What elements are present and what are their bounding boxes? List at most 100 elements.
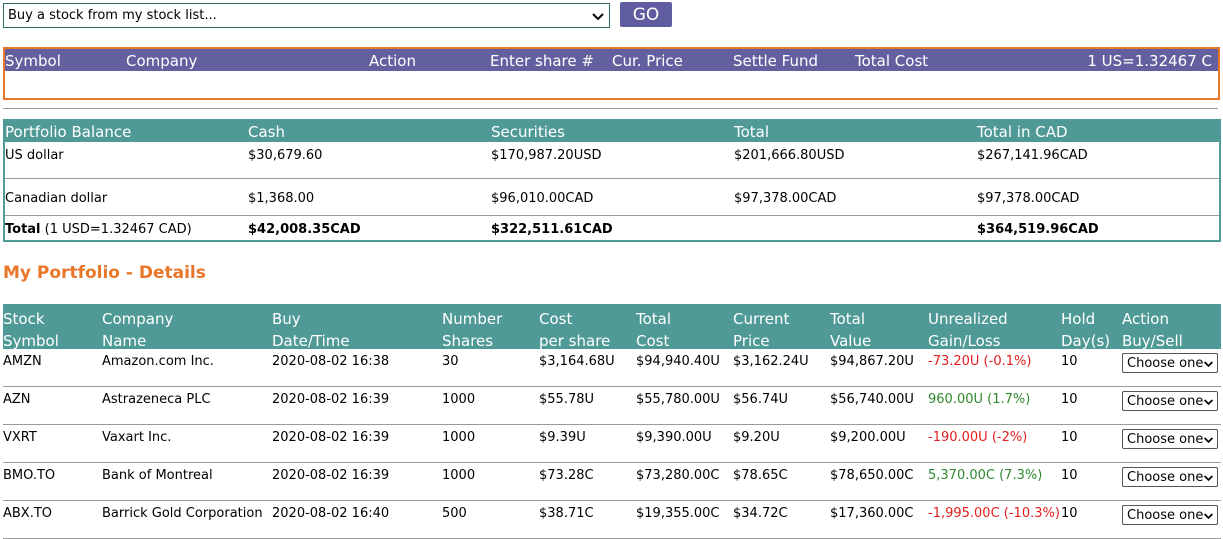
order-panel: Symbol Company Action Enter share # Cur.… — [3, 47, 1220, 100]
cell-total-cost: $9,390.00U — [636, 430, 712, 445]
cell-gain: -73.20U (-0.1%) — [928, 354, 1032, 369]
cell-total-cost: $55,780.00U — [636, 392, 720, 407]
balance-row-usd: US dollar $30,679.60 $170,987.20USD $201… — [5, 142, 1219, 179]
details-table-body: AMZN Amazon.com Inc. 2020-08-02 16:38 30 $3,… — [3, 349, 1221, 539]
action-select-value: Choose one — [1127, 507, 1204, 523]
details-header-line: Value — [830, 332, 872, 350]
details-header-line: Hold — [1061, 310, 1096, 328]
cell-symbol: BMO.TO — [3, 468, 56, 483]
table-row: BMO.TO Bank of Montreal 2020-08-02 16:39 10… — [3, 463, 1221, 501]
balance-total-cash: $42,008.35CAD — [248, 222, 361, 237]
table-row: VXRT Vaxart Inc. 2020-08-02 16:39 1000 $9.39… — [3, 425, 1221, 463]
cell-value: $78,650.00C — [830, 468, 914, 483]
details-header-line: Total — [830, 310, 866, 328]
go-button[interactable]: GO — [620, 2, 672, 27]
balance-total-label: Total (1 USD=1.32467 CAD) — [5, 222, 192, 237]
action-select[interactable]: Choose one — [1122, 353, 1218, 373]
order-header-symbol: Symbol — [5, 52, 61, 70]
cell-shares: 1000 — [442, 468, 476, 483]
details-header-action: Action Buy/Sell — [1122, 308, 1183, 352]
cell-symbol: AZN — [3, 392, 31, 407]
balance-cell: $267,141.96CAD — [977, 148, 1088, 163]
cell-symbol: VXRT — [3, 430, 37, 445]
cell-company: Barrick Gold Corporation — [102, 506, 263, 521]
action-select[interactable]: Choose one — [1122, 505, 1218, 525]
cell-price: $56.74U — [733, 392, 789, 407]
order-header-settle-fund: Settle Fund — [733, 52, 819, 70]
balance-header: Portfolio Balance Cash Securities Total … — [5, 121, 1219, 142]
chevron-down-icon — [592, 13, 604, 21]
cell-value: $9,200.00U — [830, 430, 906, 445]
cell-hold: 10 — [1061, 430, 1078, 445]
cell-shares: 1000 — [442, 392, 476, 407]
details-header-gain: Unrealized Gain/Loss — [928, 308, 1008, 352]
cell-cost: $9.39U — [539, 430, 586, 445]
action-select-value: Choose one — [1127, 431, 1204, 447]
details-header-line: Name — [102, 332, 147, 350]
cell-symbol: AMZN — [3, 354, 42, 369]
details-header-line: Price — [733, 332, 770, 350]
balance-cell: $170,987.20USD — [491, 148, 602, 163]
exchange-rate: 1 US=1.32467 C — [1087, 52, 1212, 70]
cell-gain: 960.00U (1.7%) — [928, 392, 1031, 407]
cell-gain: -190.00U (-2%) — [928, 430, 1028, 445]
balance-row-total: Total (1 USD=1.32467 CAD) $42,008.35CAD … — [5, 216, 1219, 240]
details-header-line: Buy/Sell — [1122, 332, 1183, 350]
order-header-company: Company — [126, 52, 198, 70]
cell-shares: 30 — [442, 354, 459, 369]
cell-total-cost: $94,940.40U — [636, 354, 720, 369]
action-select-value: Choose one — [1127, 355, 1204, 371]
order-header-action: Action — [369, 52, 416, 70]
table-row: AZN Astrazeneca PLC 2020-08-02 16:39 1000 $5… — [3, 387, 1221, 425]
details-header-cost: Cost per share — [539, 308, 610, 352]
cell-hold: 10 — [1061, 506, 1078, 521]
details-header-symbol: Stock Symbol — [3, 308, 59, 352]
chevron-down-icon — [1203, 399, 1214, 406]
cell-date: 2020-08-02 16:40 — [272, 506, 390, 521]
stock-list-select-value: Buy a stock from my stock list... — [8, 8, 217, 23]
details-header-hold: Hold Day(s) — [1061, 308, 1110, 352]
order-header: Symbol Company Action Enter share # Cur.… — [5, 49, 1218, 71]
cell-company: Amazon.com Inc. — [102, 354, 214, 369]
balance-cell: $30,679.60 — [248, 148, 323, 163]
details-header-line: Action — [1122, 310, 1169, 328]
balance-cell: Canadian dollar — [5, 191, 108, 206]
chevron-down-icon — [1203, 437, 1214, 444]
action-select-value: Choose one — [1127, 469, 1204, 485]
balance-header-portfolio: Portfolio Balance — [5, 123, 132, 141]
details-header-company: Company Name — [102, 308, 173, 352]
action-select[interactable]: Choose one — [1122, 467, 1218, 487]
action-select[interactable]: Choose one — [1122, 429, 1218, 449]
cell-total-cost: $73,280.00C — [636, 468, 720, 483]
details-header-line: Shares — [442, 332, 494, 350]
cell-price: $9.20U — [733, 430, 780, 445]
details-header-line: Company — [102, 310, 174, 328]
details-header-line: Date/Time — [272, 332, 350, 350]
action-select-value: Choose one — [1127, 393, 1204, 409]
balance-cell: $201,666.80USD — [734, 148, 845, 163]
details-header-line: Unrealized — [928, 310, 1008, 328]
table-row: AMZN Amazon.com Inc. 2020-08-02 16:38 30 $3,… — [3, 349, 1221, 387]
cell-cost: $73.28C — [539, 468, 594, 483]
cell-date: 2020-08-02 16:39 — [272, 468, 390, 483]
balance-header-cash: Cash — [248, 123, 285, 141]
details-title: My Portfolio - Details — [3, 263, 206, 283]
cell-price: $3,162.24U — [733, 354, 809, 369]
cell-price: $78.65C — [733, 468, 788, 483]
details-header: Stock Symbol Company Name Buy Date/Time Number… — [3, 304, 1221, 352]
cell-cost: $38.71C — [539, 506, 594, 521]
details-header-line: Cost — [539, 310, 573, 328]
cell-value: $17,360.00C — [830, 506, 914, 521]
details-header-line: Current — [733, 310, 790, 328]
balance-cell: $97,378.00CAD — [977, 191, 1080, 206]
details-header-total-cost: Total Cost — [636, 308, 671, 352]
details-header-line: Cost — [636, 332, 670, 350]
details-header-line: Total — [636, 310, 672, 328]
balance-cell: $1,368.00 — [248, 191, 315, 206]
details-header-line: per share — [539, 332, 611, 350]
action-select[interactable]: Choose one — [1122, 391, 1218, 411]
stock-list-select[interactable]: Buy a stock from my stock list... — [3, 3, 610, 28]
cell-price: $34.72C — [733, 506, 788, 521]
details-header-line: Day(s) — [1061, 332, 1111, 350]
cell-cost: $55.78U — [539, 392, 595, 407]
